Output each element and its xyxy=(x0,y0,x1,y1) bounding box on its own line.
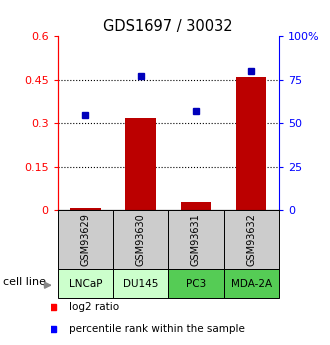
Bar xyxy=(58,210,113,269)
Text: GSM93629: GSM93629 xyxy=(81,213,90,266)
Text: GSM93632: GSM93632 xyxy=(246,213,256,266)
Text: GSM93631: GSM93631 xyxy=(191,214,201,266)
Title: GDS1697 / 30032: GDS1697 / 30032 xyxy=(104,19,233,34)
Bar xyxy=(113,210,168,269)
Bar xyxy=(224,210,279,269)
Text: MDA-2A: MDA-2A xyxy=(231,279,272,289)
Bar xyxy=(168,269,224,298)
Bar xyxy=(181,202,211,210)
Bar xyxy=(224,269,279,298)
Bar xyxy=(70,208,101,210)
Bar xyxy=(58,269,113,298)
Bar xyxy=(236,77,266,210)
Bar xyxy=(113,269,168,298)
Text: DU145: DU145 xyxy=(123,279,158,289)
Text: log2 ratio: log2 ratio xyxy=(69,302,119,312)
Text: LNCaP: LNCaP xyxy=(69,279,102,289)
Text: cell line: cell line xyxy=(3,277,46,287)
Text: GSM93630: GSM93630 xyxy=(136,214,146,266)
Text: percentile rank within the sample: percentile rank within the sample xyxy=(69,324,245,334)
Text: PC3: PC3 xyxy=(186,279,206,289)
Bar xyxy=(125,118,156,210)
Bar xyxy=(168,210,224,269)
